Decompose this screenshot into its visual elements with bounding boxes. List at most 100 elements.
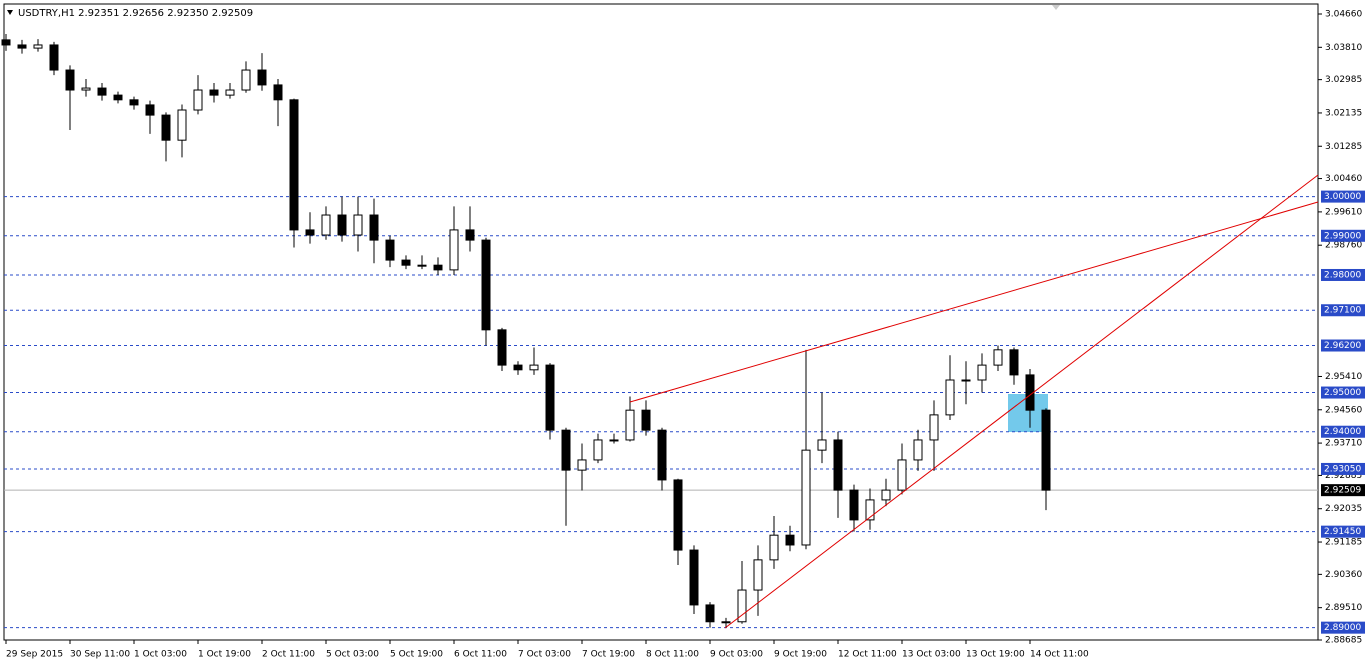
y-tick-label: 2.90360 (1325, 570, 1362, 580)
candle-body (817, 439, 827, 451)
x-tick-label: 7 Oct 03:00 (518, 650, 571, 660)
y-tick-label: 3.04660 (1325, 10, 1362, 20)
x-tick-label: 12 Oct 11:00 (838, 650, 897, 660)
level-label-bg (1321, 462, 1365, 475)
x-tick-label: 2 Oct 11:00 (262, 650, 315, 660)
candle-body (897, 459, 907, 491)
candle-body (609, 439, 619, 442)
candle-body (401, 259, 411, 266)
candle-body (833, 439, 843, 491)
x-tick-label: 7 Oct 19:00 (582, 650, 635, 660)
candle-body (577, 459, 587, 471)
candle-body (1041, 409, 1051, 491)
candle-body (1, 39, 11, 46)
y-tick-label: 2.95410 (1325, 372, 1362, 382)
candle-body (561, 429, 571, 471)
candle-body (753, 559, 763, 591)
x-tick-label: 14 Oct 11:00 (1030, 650, 1089, 660)
level-label: 3.00000 (1324, 192, 1361, 202)
candle-body (257, 69, 267, 86)
level-label: 2.97100 (1324, 306, 1361, 316)
candle-body (97, 87, 107, 96)
level-label-bg (1321, 339, 1365, 352)
candle-body (881, 489, 891, 501)
candle-body (801, 449, 811, 546)
candle-body (337, 214, 347, 236)
candle-body (177, 109, 187, 141)
y-tick-label: 3.03810 (1325, 43, 1362, 53)
y-tick-label: 2.89510 (1325, 603, 1362, 613)
y-tick-label: 2.94560 (1325, 405, 1362, 415)
y-tick-label: 2.98760 (1325, 241, 1362, 251)
level-label-bg (1321, 386, 1365, 399)
x-tick-label: 6 Oct 11:00 (454, 650, 507, 660)
x-tick-label: 5 Oct 19:00 (390, 650, 443, 660)
candle-body (33, 44, 43, 49)
y-tick-label: 2.99610 (1325, 207, 1362, 217)
candle-body (481, 239, 491, 331)
x-tick-label: 1 Oct 03:00 (134, 650, 187, 660)
level-label: 2.89000 (1324, 623, 1361, 633)
candle-body (513, 364, 523, 371)
level-label: 2.93050 (1324, 464, 1361, 474)
y-tick-label: 2.91185 (1325, 538, 1362, 548)
candle-body (769, 534, 779, 561)
candle-body (849, 489, 859, 521)
candle-body (449, 229, 459, 271)
level-label: 2.91450 (1324, 527, 1361, 537)
y-tick-label: 3.01285 (1325, 142, 1362, 152)
level-label-bg (1321, 229, 1365, 242)
candle-body (929, 414, 939, 441)
candle-body (81, 87, 91, 91)
candle-body (497, 329, 507, 366)
candle-body (945, 379, 955, 416)
candle-body (737, 589, 747, 623)
y-tick-label: 2.92885 (1325, 471, 1362, 481)
candle-body (961, 379, 971, 382)
candle-body (593, 439, 603, 461)
candle-body (977, 364, 987, 381)
chart-title: USDTRY,H1 2.92351 2.92656 2.92350 2.9250… (18, 8, 253, 19)
y-tick-label: 2.88685 (1325, 636, 1362, 646)
x-tick-label: 5 Oct 03:00 (326, 650, 379, 660)
level-label: 2.98000 (1324, 270, 1361, 280)
level-label-bg (1321, 190, 1365, 203)
x-tick-label: 8 Oct 11:00 (646, 650, 699, 660)
candle-body (785, 534, 795, 546)
current-price-label: 2.92509 (1324, 486, 1361, 496)
x-tick-label: 13 Oct 19:00 (966, 650, 1025, 660)
candle-body (529, 364, 539, 371)
candle-body (369, 214, 379, 241)
y-tick-label: 3.00460 (1325, 174, 1362, 184)
x-tick-label: 9 Oct 19:00 (774, 650, 827, 660)
candle-body (465, 229, 475, 241)
level-label-bg (1321, 525, 1365, 538)
candle-body (129, 99, 139, 106)
level-label-bg (1321, 268, 1365, 281)
y-tick-label: 3.02135 (1325, 108, 1362, 118)
candle-body (305, 229, 315, 236)
candle-body (657, 429, 667, 481)
x-tick-label: 1 Oct 19:00 (198, 650, 251, 660)
candle-body (865, 499, 875, 521)
candle-body (209, 89, 219, 96)
candle-body (49, 44, 59, 71)
shift-marker (1052, 5, 1060, 10)
y-tick-label: 2.92035 (1325, 504, 1362, 514)
candle-body (689, 549, 699, 606)
candle-body (225, 89, 235, 96)
menu-arrow[interactable] (7, 10, 13, 15)
candle-body (433, 264, 443, 271)
candle-body (545, 364, 555, 431)
candle-body (993, 349, 1003, 366)
y-tick-label: 2.93710 (1325, 439, 1362, 449)
candle-body (113, 94, 123, 101)
trend-line (629, 201, 1319, 403)
candle-body (705, 604, 715, 623)
x-tick-label: 13 Oct 03:00 (902, 650, 961, 660)
candle-body (145, 104, 155, 116)
candle-body (385, 239, 395, 261)
y-tick-label: 3.02985 (1325, 75, 1362, 85)
level-label: 2.99000 (1324, 231, 1361, 241)
x-tick-label: 29 Sep 2015 (6, 650, 63, 660)
